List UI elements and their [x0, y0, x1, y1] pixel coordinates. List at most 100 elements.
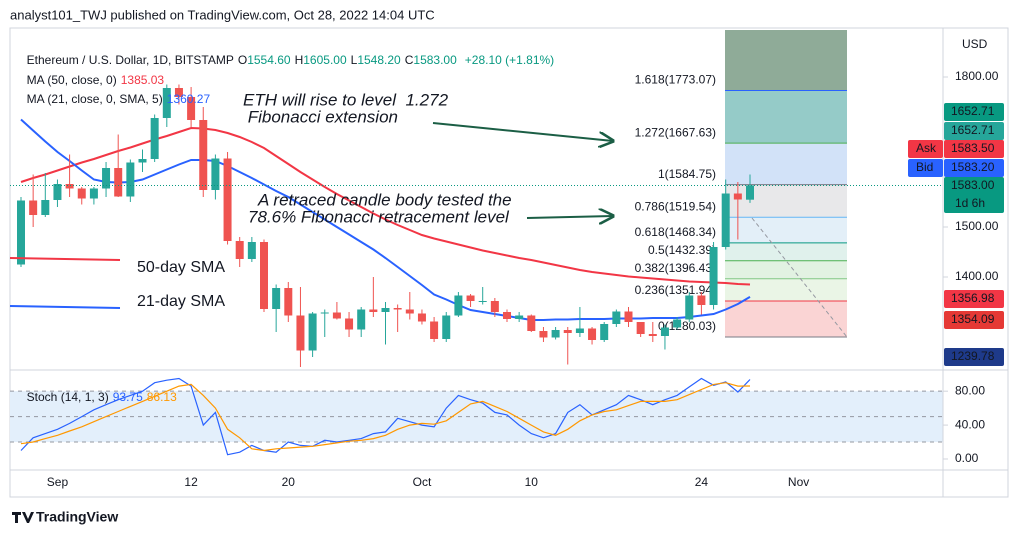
ohlc-key: H [294, 53, 304, 67]
price-tag [944, 140, 1004, 158]
fib-band [725, 90, 847, 144]
candle-body [114, 168, 123, 197]
candle-body [454, 295, 463, 316]
candle-body [648, 334, 657, 336]
candle-body [709, 247, 718, 305]
fib-band [725, 184, 847, 218]
candle-body [102, 168, 111, 189]
candle-body [235, 241, 244, 259]
fib-trend [751, 217, 848, 338]
candle-body [405, 309, 414, 314]
candle-body [503, 312, 511, 319]
price-tag-label: 1583.00 [951, 178, 995, 192]
price-tag-sub: 1d 6h [955, 196, 985, 210]
arrow [526, 216, 613, 218]
candle-body [65, 184, 74, 189]
candle-body [478, 301, 487, 302]
x-tick-label: Sep [47, 475, 69, 489]
logo-mark [12, 512, 34, 523]
candle-body [381, 308, 390, 312]
fib-label: 1.272(1667.63) [635, 125, 716, 139]
stoch-pane [10, 377, 943, 456]
fib-band [725, 30, 847, 91]
candle-body [490, 301, 499, 312]
candle-body [636, 322, 645, 334]
fib-label: 0.786(1519.54) [635, 199, 716, 213]
price-tag [944, 348, 1004, 366]
candle-body [551, 330, 560, 338]
candle-body [53, 184, 62, 200]
annotation-arrows [9, 122, 613, 309]
candle-body [345, 318, 354, 330]
candle-body [17, 200, 25, 265]
sma50-key-line [9, 257, 121, 261]
candle-body [575, 328, 584, 333]
x-tick-label: 12 [184, 475, 198, 489]
header: analyst101_TWJ published on TradingView.… [10, 7, 435, 22]
tag-badge-label: Bid [916, 160, 933, 174]
footer-logo: TradingView [12, 509, 118, 525]
fib-band [725, 278, 847, 302]
candle-body [393, 308, 402, 310]
y-axis-label: USD [962, 37, 988, 51]
candle-body [721, 193, 730, 247]
ma-value: 1360.27 [166, 92, 211, 106]
ma-name: MA (50, close, 0) [26, 73, 117, 87]
fib-band [725, 143, 847, 185]
candle-body [296, 315, 305, 351]
annotation: 50-day SMA [137, 259, 225, 276]
y-tick-label: 1800.00 [955, 69, 999, 83]
fib-band [725, 260, 847, 279]
fib-label: 0.382(1396.43) [635, 261, 716, 275]
candle-body [162, 88, 171, 118]
footer: TradingView [36, 509, 118, 525]
ohlc-key: O [237, 53, 248, 67]
fib-label: 1(1584.75) [658, 167, 716, 181]
price-tag [944, 177, 1004, 213]
candle-body [673, 319, 682, 328]
stoch-k-value: 93.75 [112, 390, 143, 404]
x-tick-label: 20 [282, 475, 296, 489]
candle-body [260, 242, 268, 309]
candle-body [697, 295, 706, 305]
price-tag [944, 122, 1004, 140]
tag-badge [908, 140, 943, 158]
candle-body [430, 321, 439, 339]
candle-body [660, 327, 669, 336]
fib-label: 0(1280.03) [658, 319, 716, 333]
ohlc-value: 1548.20 [357, 53, 401, 67]
x-tick-label: 10 [525, 475, 539, 489]
candle-body [563, 330, 572, 333]
ma-value: 1385.03 [120, 73, 165, 87]
candle-body [211, 158, 220, 190]
fib-label: 0.618(1468.34) [635, 225, 716, 239]
tag-badge-label: Ask [916, 141, 937, 155]
fib-label: 0.236(1351.94) [635, 283, 716, 297]
ohlc: O1554.60 H1605.00 L1548.20 C1583.00 [238, 53, 461, 67]
candle-body [600, 324, 609, 340]
annotation: ETH will rise to level 1.272 [243, 90, 449, 109]
ohlc-value: 1583.00 [413, 53, 457, 67]
candle-body [369, 309, 378, 312]
candle-body [746, 185, 754, 200]
candle-body [685, 295, 694, 320]
candle-body [624, 311, 633, 322]
x-tick-label: 24 [695, 475, 709, 489]
stoch-y-tick-label: 0.00 [955, 451, 979, 465]
ma-name: MA (21, close, 0, SMA, 5) [26, 92, 163, 106]
tag-badge [908, 159, 943, 177]
candle-body [466, 295, 475, 301]
annotation: Fibonacci extension [243, 107, 398, 126]
price-tag-label: 1583.20 [951, 160, 995, 174]
fib-label: 1.618(1773.07) [635, 73, 716, 87]
candle-body [89, 188, 98, 199]
candle-body [612, 311, 621, 324]
candle-body [29, 200, 38, 215]
candle-body [357, 309, 366, 330]
annotation: A retraced candle body tested the [257, 190, 512, 209]
moving-average [20, 126, 751, 286]
candle-body [515, 315, 524, 319]
candle-body [588, 328, 597, 340]
overlay: ETH will rise to level 1.272 Fibonacci e… [137, 90, 1004, 366]
